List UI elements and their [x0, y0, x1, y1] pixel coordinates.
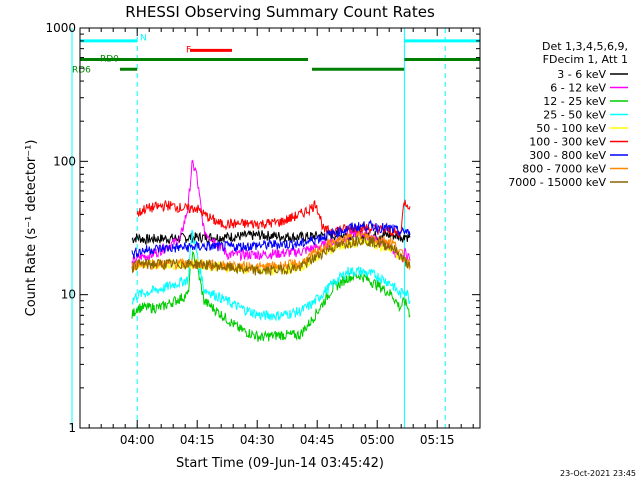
- legend-header: Det 1,3,4,5,6,9,: [542, 40, 628, 53]
- legend-label: 6 - 12 keV: [550, 82, 606, 95]
- series-line: [131, 228, 411, 246]
- legend-label: 50 - 100 keV: [536, 122, 606, 135]
- x-tick-label: 04:30: [240, 433, 275, 447]
- legend-label: 7000 - 15000 keV: [508, 176, 606, 189]
- y-tick-label: 1000: [45, 21, 76, 35]
- y-tick-label: 10: [61, 288, 76, 302]
- annotation-f: F: [186, 46, 191, 56]
- legend-label: 100 - 300 keV: [529, 136, 606, 149]
- x-tick-label: 05:15: [420, 433, 455, 447]
- series-line: [131, 159, 411, 268]
- y-axis-label: Count Rate (s⁻¹ detector⁻¹): [24, 140, 39, 317]
- y-tick-label: 1: [68, 421, 76, 435]
- plot-area: N RD0 RD6 F: [71, 28, 480, 428]
- legend-label: 300 - 800 keV: [529, 149, 606, 162]
- series-line: [131, 235, 411, 276]
- series-line: [131, 229, 411, 322]
- series-line: [131, 251, 411, 342]
- legend-header: FDecim 1, Att 1: [543, 53, 628, 66]
- x-tick-label: 04:15: [180, 433, 215, 447]
- legend-label: 12 - 25 keV: [543, 95, 606, 108]
- y-tick-label: 100: [53, 154, 76, 168]
- annotation-rd0: RD0: [100, 55, 119, 65]
- x-tick-label: 04:45: [300, 433, 335, 447]
- annotation-rd6: RD6: [72, 66, 91, 76]
- x-axis-label: Start Time (09-Jun-14 03:45:42): [176, 456, 384, 471]
- x-tick-label: 04:00: [120, 433, 155, 447]
- axes: 1 10 100 1000 04:00 04:15 04:30 04:45 05:00 05:15: [45, 21, 480, 447]
- legend-label: 3 - 6 keV: [557, 68, 606, 81]
- legend-label: 800 - 7000 keV: [522, 163, 606, 176]
- timestamp: 23-Oct-2021 23:45: [560, 469, 636, 478]
- legend-label: 25 - 50 keV: [543, 109, 606, 122]
- x-tick-label: 05:00: [360, 433, 395, 447]
- plot-frame: [79, 27, 481, 429]
- chart-title: RHESSI Observing Summary Count Rates: [125, 3, 435, 21]
- annotation-n: N: [140, 34, 147, 44]
- series-line: [131, 219, 411, 259]
- legend: Det 1,3,4,5,6,9,FDecim 1, Att 1 3 - 6 keV…: [508, 40, 628, 189]
